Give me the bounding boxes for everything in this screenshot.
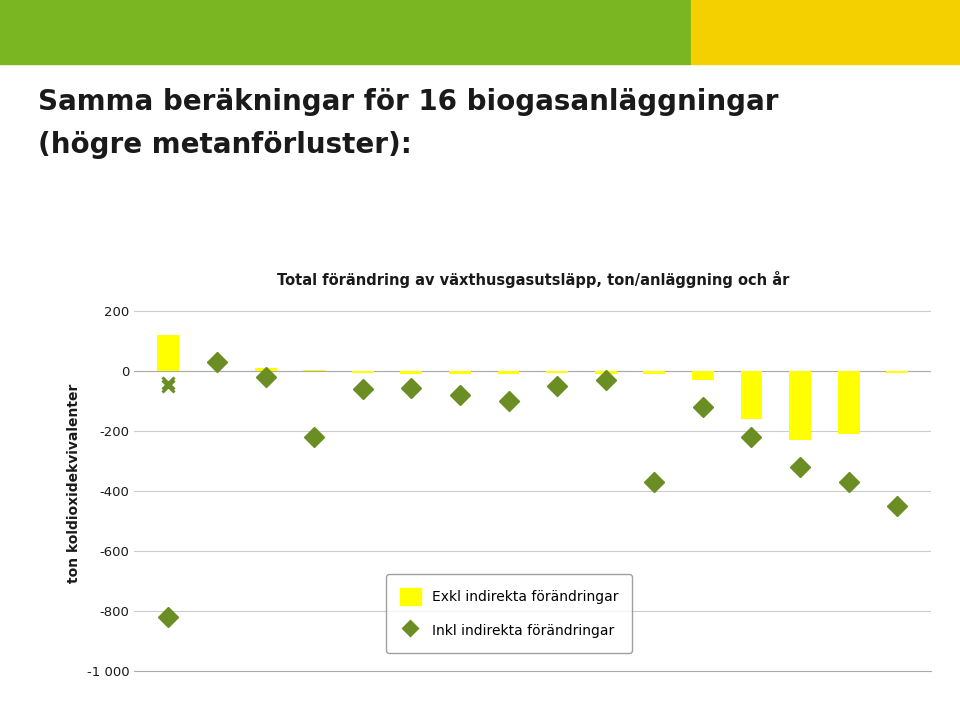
Bar <box>254 369 276 371</box>
Bar <box>497 371 519 373</box>
Text: Samma beräkningar för 16 biogasanläggningar: Samma beräkningar för 16 biogasanläggnin… <box>38 88 779 116</box>
Text: (högre metanförluster):: (högre metanförluster): <box>38 131 412 159</box>
Bar <box>400 371 422 373</box>
Bar <box>886 371 908 373</box>
Bar <box>449 371 470 373</box>
Bar <box>740 371 762 419</box>
Bar <box>789 371 811 441</box>
Bar <box>643 371 665 373</box>
Title: Total förändring av växthusgasutsläpp, ton/anläggning och år: Total förändring av växthusgasutsläpp, t… <box>276 271 789 289</box>
Bar <box>351 371 373 373</box>
Y-axis label: ton koldioxidekvivalenter: ton koldioxidekvivalenter <box>67 384 82 583</box>
Bar <box>546 371 568 373</box>
Bar <box>692 371 714 381</box>
Bar <box>157 335 180 371</box>
Bar <box>595 371 616 373</box>
Legend: Exkl indirekta förändringar, Inkl indirekta förändringar: Exkl indirekta förändringar, Inkl indire… <box>386 574 632 652</box>
Bar <box>303 370 325 371</box>
Bar <box>838 371 859 434</box>
